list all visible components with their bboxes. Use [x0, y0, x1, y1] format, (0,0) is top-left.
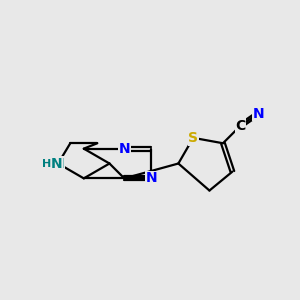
Text: C: C: [236, 119, 246, 133]
Text: H: H: [42, 158, 51, 169]
Text: N: N: [118, 142, 130, 156]
Text: N: N: [51, 157, 63, 170]
Text: N: N: [146, 171, 157, 185]
Text: N: N: [52, 157, 64, 170]
Text: N: N: [252, 106, 264, 121]
Text: S: S: [188, 131, 198, 145]
